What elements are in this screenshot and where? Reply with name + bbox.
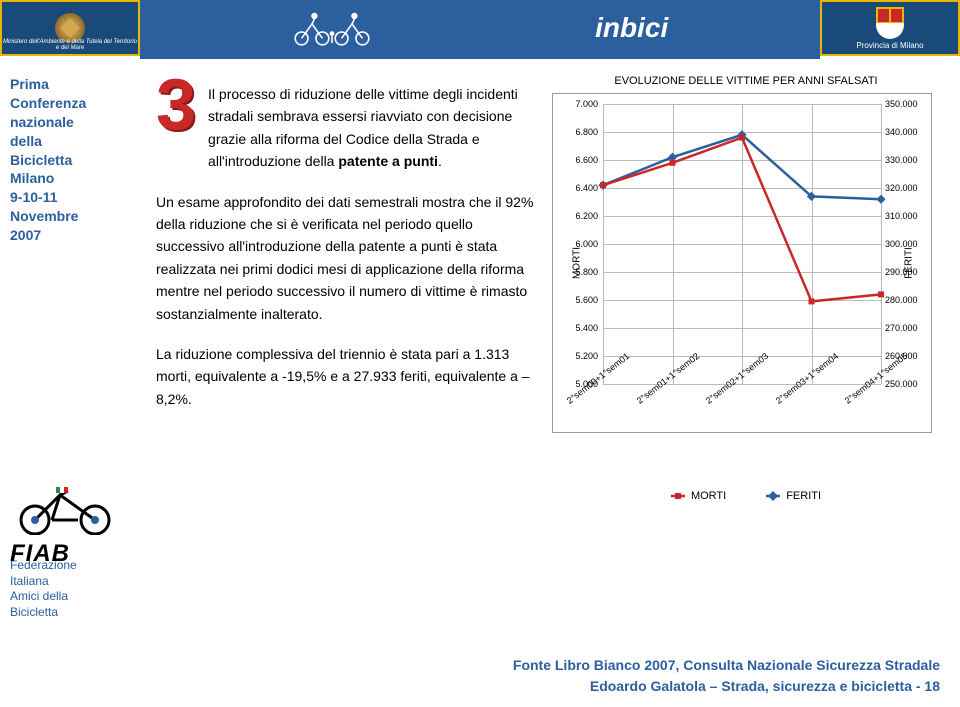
y-right-tick: 250.000	[885, 379, 933, 389]
conf-line: Bicicletta	[10, 151, 130, 170]
plot-svg	[603, 104, 881, 384]
conf-line: 9-10-11	[10, 188, 130, 207]
morti-marker-icon	[671, 489, 685, 503]
y-left-tick: 6.000	[553, 239, 598, 249]
milano-shield-icon	[876, 7, 904, 39]
conf-line: della	[10, 132, 130, 151]
content-area: 3 Il processo di riduzione delle vittime…	[140, 59, 960, 707]
y-right-tick: 330.000	[885, 155, 933, 165]
fiab-bike-icon	[10, 485, 120, 535]
section-number: 3	[156, 75, 196, 136]
y-right-tick: 270.000	[885, 323, 933, 333]
content-row: 3 Il processo di riduzione delle vittime…	[156, 75, 940, 503]
paragraph-1: Il processo di riduzione delle vittime d…	[208, 83, 536, 173]
y-left-tick: 5.200	[553, 351, 598, 361]
paragraph-3: La riduzione complessiva del triennio è …	[156, 343, 536, 410]
conf-line: Prima	[10, 75, 130, 94]
ministry-logo-box: Ministero dell'Ambiente e della Tutela d…	[0, 0, 140, 56]
y-right-tick: 340.000	[885, 127, 933, 137]
conf-line: Conferenza	[10, 94, 130, 113]
y-left-tick: 5.600	[553, 295, 598, 305]
sidebar: Prima Conferenza nazionale della Bicicle…	[0, 59, 140, 707]
section-heading: 3 Il processo di riduzione delle vittime…	[156, 75, 536, 173]
fed-line: Italiana	[10, 574, 130, 590]
fiab-logo: FIAB	[10, 485, 120, 550]
legend-feriti: FERITI	[766, 489, 821, 503]
y-left-tick: 5.400	[553, 323, 598, 333]
provincia-logo-box: Provincia di Milano	[820, 0, 960, 56]
text-column: 3 Il processo di riduzione delle vittime…	[156, 75, 536, 503]
footer-credit: Edoardo Galatola – Strada, sicurezza e b…	[513, 676, 940, 697]
y-right-tick: 320.000	[885, 183, 933, 193]
y-right-tick: 290.000	[885, 267, 933, 277]
legend-morti: MORTI	[671, 489, 726, 503]
conference-title: Prima Conferenza nazionale della Bicicle…	[10, 75, 130, 245]
conf-line: Milano	[10, 169, 130, 188]
y-right-tick: 280.000	[885, 295, 933, 305]
fed-line: Amici della	[10, 589, 130, 605]
feriti-marker-icon	[766, 489, 780, 503]
y-left-tick: 5.800	[553, 267, 598, 277]
main-content: Prima Conferenza nazionale della Bicicle…	[0, 59, 960, 707]
fed-line: Bicicletta	[10, 605, 130, 621]
header-middle: inbici	[140, 0, 820, 56]
conf-line: 2007	[10, 226, 130, 245]
y-right-tick: 310.000	[885, 211, 933, 221]
chart-title: EVOLUZIONE DELLE VITTIME PER ANNI SFALSA…	[552, 75, 940, 87]
chart-column: EVOLUZIONE DELLE VITTIME PER ANNI SFALSA…	[552, 75, 940, 503]
chart-legend: MORTI FERITI	[552, 489, 940, 503]
header: Ministero dell'Ambiente e della Tutela d…	[0, 0, 960, 56]
conf-line: Novembre	[10, 207, 130, 226]
legend-feriti-label: FERITI	[786, 490, 821, 502]
y-left-tick: 6.800	[553, 127, 598, 137]
chart-box: MORTI FERITI 5.000250.0005.200260.0005.4…	[552, 93, 932, 433]
y-right-tick: 300.000	[885, 239, 933, 249]
y-left-tick: 6.200	[553, 211, 598, 221]
y-left-tick: 6.600	[553, 155, 598, 165]
footer: Fonte Libro Bianco 2007, Consulta Nazion…	[513, 655, 940, 697]
paragraph-2: Un esame approfondito dei dati semestral…	[156, 191, 536, 325]
cyclists-icon	[292, 8, 372, 48]
y-left-tick: 6.400	[553, 183, 598, 193]
inbici-logo-text: inbici	[595, 12, 668, 44]
legend-morti-label: MORTI	[691, 490, 726, 502]
provincia-label: Provincia di Milano	[856, 41, 923, 50]
conf-line: nazionale	[10, 113, 130, 132]
footer-source: Fonte Libro Bianco 2007, Consulta Nazion…	[513, 655, 940, 676]
ministry-subtitle: Ministero dell'Ambiente e della Tutela d…	[2, 39, 138, 51]
chart-plot-area: 5.000250.0005.200260.0005.400270.0005.60…	[603, 104, 881, 384]
y-right-tick: 350.000	[885, 99, 933, 109]
fiab-label: FIAB	[10, 540, 120, 568]
y-left-tick: 7.000	[553, 99, 598, 109]
